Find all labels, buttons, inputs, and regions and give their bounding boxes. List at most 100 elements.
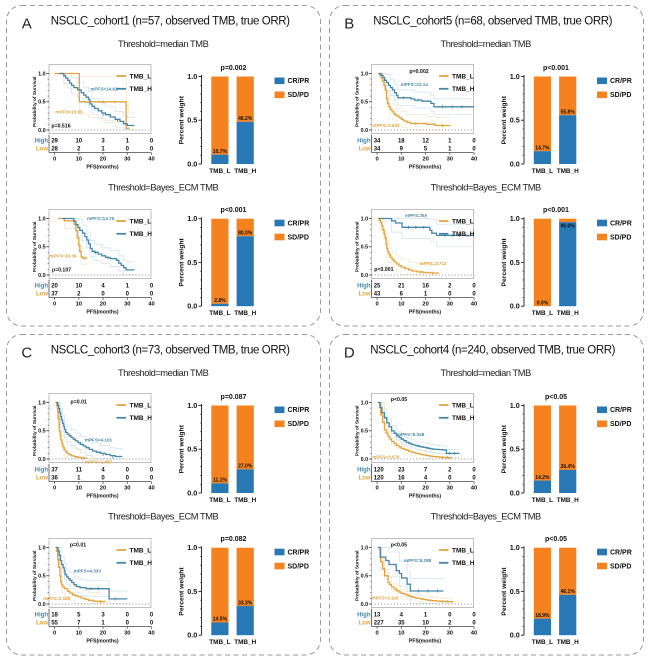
svg-text:Percent weight: Percent weight [179, 95, 186, 144]
svg-text:0.0: 0.0 [187, 302, 197, 311]
svg-text:11.1%: 11.1% [213, 478, 227, 484]
svg-text:1.0: 1.0 [510, 401, 520, 410]
svg-text:A: A [22, 15, 32, 32]
svg-text:55.8%: 55.8% [561, 109, 576, 115]
svg-text:SD/PD: SD/PD [288, 563, 309, 570]
svg-text:0: 0 [472, 291, 476, 297]
svg-text:TMB_H: TMB_H [452, 86, 475, 93]
svg-text:TMB_L: TMB_L [130, 73, 152, 80]
svg-text:4: 4 [101, 283, 105, 289]
svg-text:35: 35 [398, 620, 405, 626]
svg-text:34: 34 [374, 138, 381, 144]
svg-text:14.5%: 14.5% [213, 617, 228, 623]
svg-text:mPFS=3.713: mPFS=3.713 [419, 261, 447, 266]
svg-text:0.0: 0.0 [361, 128, 369, 134]
svg-text:High: High [357, 283, 371, 289]
svg-text:4: 4 [424, 475, 428, 481]
svg-text:Probability of Survival: Probability of Survival [32, 76, 38, 127]
svg-text:mPFS=14.61: mPFS=14.61 [90, 87, 118, 92]
svg-text:20: 20 [100, 486, 106, 492]
svg-text:1.0: 1.0 [38, 545, 46, 551]
svg-text:0.5: 0.5 [361, 574, 369, 580]
svg-text:0: 0 [150, 138, 154, 144]
svg-text:10: 10 [75, 283, 82, 289]
svg-text:0: 0 [53, 157, 56, 163]
svg-text:0: 0 [150, 283, 154, 289]
svg-text:p<0.001: p<0.001 [221, 207, 247, 214]
svg-text:7: 7 [424, 467, 428, 473]
svg-text:0: 0 [472, 138, 476, 144]
svg-text:Percent weight: Percent weight [501, 95, 508, 144]
svg-text:43: 43 [374, 291, 381, 297]
svg-text:Threshold=Bayes_ECM TMB: Threshold=Bayes_ECM TMB [108, 512, 218, 522]
svg-text:NSCLC_cohort3 (n=73, observed: NSCLC_cohort3 (n=73, observed TMB, true … [51, 344, 290, 356]
svg-text:20: 20 [422, 157, 428, 163]
svg-text:mPFS=4.101: mPFS=4.101 [85, 437, 113, 442]
svg-text:28: 28 [51, 146, 58, 152]
svg-text:37: 37 [51, 467, 58, 473]
svg-text:40: 40 [148, 157, 154, 163]
svg-text:p<0.05: p<0.05 [545, 394, 567, 401]
svg-text:10: 10 [422, 620, 429, 626]
svg-text:0.5: 0.5 [38, 100, 46, 106]
svg-text:14.7%: 14.7% [535, 145, 550, 151]
svg-text:5: 5 [77, 612, 81, 618]
svg-text:1.0: 1.0 [361, 545, 369, 551]
svg-text:1.0: 1.0 [510, 543, 520, 552]
svg-text:33.3%: 33.3% [238, 600, 253, 606]
svg-text:2: 2 [448, 467, 452, 473]
svg-text:0.0: 0.0 [38, 273, 46, 279]
svg-text:SD/PD: SD/PD [610, 563, 631, 570]
svg-text:mPFS=9.288: mPFS=9.288 [404, 558, 432, 563]
svg-text:3: 3 [101, 138, 105, 144]
svg-text:mPFS=2.185: mPFS=2.185 [43, 596, 71, 601]
svg-text:20: 20 [422, 486, 428, 492]
svg-text:5: 5 [424, 146, 428, 152]
svg-text:SD/PD: SD/PD [288, 234, 309, 241]
svg-text:0: 0 [150, 475, 154, 481]
svg-text:10: 10 [76, 631, 82, 637]
svg-text:0: 0 [448, 612, 452, 618]
svg-text:0: 0 [101, 475, 105, 481]
svg-text:Threshold=Bayes_ECM TMB: Threshold=Bayes_ECM TMB [431, 512, 541, 522]
svg-text:0: 0 [53, 631, 56, 637]
svg-text:C: C [21, 344, 32, 361]
svg-text:40: 40 [148, 302, 154, 308]
svg-text:20: 20 [422, 631, 428, 637]
svg-text:13: 13 [374, 612, 381, 618]
svg-text:mPFS=10.39: mPFS=10.39 [49, 254, 77, 259]
svg-text:Percent weight: Percent weight [501, 567, 508, 616]
svg-text:2: 2 [77, 291, 81, 297]
svg-text:TMB_L: TMB_L [532, 497, 553, 504]
svg-text:p=0.002: p=0.002 [409, 69, 428, 75]
svg-text:SD/PD: SD/PD [610, 234, 631, 241]
svg-text:11: 11 [76, 467, 83, 473]
svg-text:20: 20 [100, 302, 106, 308]
svg-text:Low: Low [359, 620, 371, 626]
svg-text:0: 0 [53, 486, 56, 492]
svg-text:mPFS=NA: mPFS=NA [405, 213, 428, 218]
svg-text:0.0: 0.0 [38, 602, 46, 608]
svg-text:0.0: 0.0 [187, 631, 197, 640]
svg-text:p<0.05: p<0.05 [391, 543, 407, 549]
svg-text:0: 0 [472, 612, 476, 618]
svg-text:PFS(months): PFS(months) [409, 638, 442, 644]
svg-text:40: 40 [148, 486, 154, 492]
svg-text:40: 40 [471, 486, 477, 492]
svg-text:TMB_H: TMB_H [130, 231, 153, 238]
svg-text:Probability of Survival: Probability of Survival [354, 550, 360, 601]
svg-text:30: 30 [447, 486, 453, 492]
svg-text:16: 16 [398, 475, 405, 481]
svg-text:25: 25 [374, 283, 381, 289]
svg-text:0.5: 0.5 [38, 429, 46, 435]
svg-text:30: 30 [447, 157, 453, 163]
svg-text:14.2%: 14.2% [535, 475, 550, 481]
svg-text:Probability of Survival: Probability of Survival [354, 405, 360, 456]
svg-text:0.0%: 0.0% [537, 300, 549, 306]
svg-text:NSCLC_cohort1 (n=57, observed: NSCLC_cohort1 (n=57, observed TMB, true … [51, 15, 290, 27]
svg-text:PFS(months): PFS(months) [86, 638, 119, 644]
svg-text:B: B [344, 15, 354, 32]
svg-text:37: 37 [51, 291, 58, 297]
svg-text:0.0: 0.0 [510, 488, 520, 497]
svg-text:46.1%: 46.1% [561, 589, 576, 595]
